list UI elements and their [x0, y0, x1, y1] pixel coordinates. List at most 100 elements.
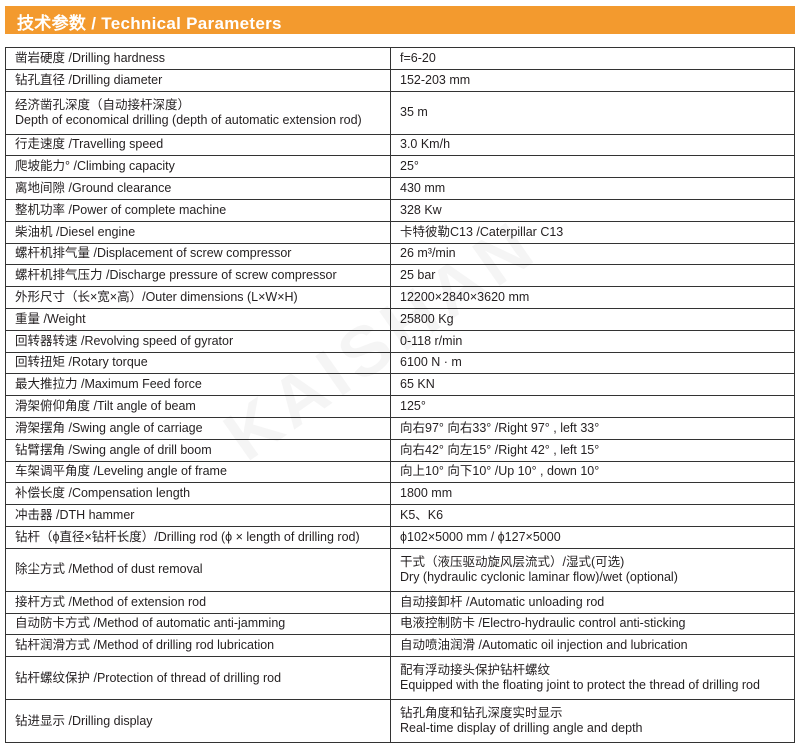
- parameter-name-text: 整机功率 /Power of complete machine: [15, 202, 227, 217]
- parameter-value: 35 m: [390, 90, 795, 135]
- table-row: 回转器转速 /Revolving speed of gyrator 0-118 r…: [5, 329, 795, 353]
- parameter-name: 经济凿孔深度（自动接杆深度） Depth of economical drilli…: [5, 90, 391, 135]
- parameter-name: 螺杆机排气量 /Displacement of screw compressor: [5, 242, 391, 266]
- parameter-name: 自动防卡方式 /Method of automatic anti-jamming: [5, 612, 391, 636]
- table-row: 钻杆螺纹保护 /Protection of thread of drilling…: [5, 656, 795, 701]
- table-row: 回转扭矩 /Rotary torque 6100 N · m: [5, 351, 795, 375]
- table-row: 滑架俯仰角度 /Tilt angle of beam 125°: [5, 395, 795, 418]
- parameter-value: 配有浮动接头保护钻杆螺纹 Equipped with the floating j…: [390, 656, 795, 701]
- parameter-name: 柴油机 /Diesel engine: [5, 220, 391, 244]
- parameter-name: 滑架俯仰角度 /Tilt angle of beam: [5, 395, 391, 418]
- parameter-value: f=6-20: [390, 47, 795, 70]
- parameter-name: 整机功率 /Power of complete machine: [5, 198, 391, 222]
- parameter-name: 凿岩硬度 /Drilling hardness: [5, 47, 391, 70]
- section-header: 技术参数 / Technical Parameters: [5, 6, 795, 34]
- parameter-name-text: 螺杆机排气量 /Displacement of screw compressor: [15, 246, 292, 261]
- parameter-value: ϕ102×5000 mm / ϕ127×5000: [390, 525, 795, 549]
- parameter-value: 25 bar: [390, 264, 795, 288]
- parameter-value-text: 12200×2840×3620 mm: [400, 290, 530, 305]
- parameter-name: 除尘方式 /Method of dust removal: [5, 547, 391, 592]
- parameter-value: 电液控制防卡 /Electro-hydraulic control anti-s…: [390, 612, 795, 636]
- table-row: 凿岩硬度 /Drilling hardness f=6-20: [5, 47, 795, 70]
- table-row: 整机功率 /Power of complete machine 328 Kw: [5, 198, 795, 222]
- table-row: 经济凿孔深度（自动接杆深度） Depth of economical drilli…: [5, 90, 795, 135]
- parameter-name-text: 行走速度 /Travelling speed: [15, 137, 164, 152]
- table-row: 钻臂摆角 /Swing angle of drill boom 向右42° 向左1…: [5, 438, 795, 462]
- table-row: 钻杆（ϕ直径×钻杆长度）/Drilling rod (ϕ × length of…: [5, 525, 795, 549]
- parameter-value: 25°: [390, 155, 795, 179]
- parameter-value-text: 3.0 Km/h: [400, 137, 451, 152]
- parameter-value: 125°: [390, 395, 795, 418]
- table-row: 钻进显示 /Drilling display 钻孔角度和钻孔深度实时显示 Real-…: [5, 699, 795, 744]
- parameter-name: 钻杆（ϕ直径×钻杆长度）/Drilling rod (ϕ × length of…: [5, 525, 391, 549]
- parameter-name-text: 爬坡能力° /Climbing capacity: [15, 159, 175, 174]
- table-row: 外形尺寸（长×宽×高）/Outer dimensions (L×W×H) 1220…: [5, 286, 795, 309]
- table-row: 补偿长度 /Compensation length 1800 mm: [5, 482, 795, 506]
- table-row: 滑架摆角 /Swing angle of carriage 向右97° 向右33°…: [5, 416, 795, 440]
- parameter-name: 行走速度 /Travelling speed: [5, 133, 391, 157]
- parameter-value: 12200×2840×3620 mm: [390, 286, 795, 309]
- parameter-name-text: 车架调平角度 /Leveling angle of frame: [15, 464, 227, 479]
- parameter-value: 向右42° 向左15° /Right 42° , left 15°: [390, 438, 795, 462]
- parameters-table: 凿岩硬度 /Drilling hardness f=6-20 钻孔直径 /Drill…: [5, 47, 795, 744]
- parameter-value-text: 电液控制防卡 /Electro-hydraulic control anti-s…: [400, 616, 686, 631]
- parameter-name-text: 柴油机 /Diesel engine: [15, 224, 136, 239]
- parameter-name-text: 冲击器 /DTH hammer: [15, 508, 135, 523]
- table-row: 行走速度 /Travelling speed 3.0 Km/h: [5, 133, 795, 157]
- parameter-name: 钻杆润滑方式 /Method of drilling rod lubricati…: [5, 634, 391, 658]
- parameter-name-text: 自动防卡方式 /Method of automatic anti-jamming: [15, 616, 286, 631]
- parameter-value-text-en: Dry (hydraulic cyclonic laminar flow)/we…: [400, 569, 678, 584]
- parameter-name-text: 回转扭矩 /Rotary torque: [15, 355, 148, 370]
- parameter-name: 钻孔直径 /Drilling diameter: [5, 68, 391, 92]
- parameter-name-text: 除尘方式 /Method of dust removal: [15, 562, 203, 577]
- parameter-value: 152-203 mm: [390, 68, 795, 92]
- parameter-value-text: 35 m: [400, 105, 428, 120]
- parameter-name-text: 钻杆螺纹保护 /Protection of thread of drilling…: [15, 670, 282, 685]
- parameter-name: 补偿长度 /Compensation length: [5, 482, 391, 506]
- parameter-value: 0-118 r/min: [390, 329, 795, 353]
- parameter-value-text: 26 m³/min: [400, 246, 456, 261]
- parameter-name-text: 外形尺寸（长×宽×高）/Outer dimensions (L×W×H): [15, 290, 298, 305]
- parameter-name-text: 螺杆机排气压力 /Discharge pressure of screw com…: [15, 268, 337, 283]
- parameter-name-text: 滑架摆角 /Swing angle of carriage: [15, 420, 203, 435]
- parameter-name: 爬坡能力° /Climbing capacity: [5, 155, 391, 179]
- parameter-name-text: 滑架俯仰角度 /Tilt angle of beam: [15, 399, 196, 414]
- parameter-name: 最大推拉力 /Maximum Feed force: [5, 373, 391, 397]
- parameter-value-text: ϕ102×5000 mm / ϕ127×5000: [400, 529, 561, 544]
- parameter-value: 430 mm: [390, 177, 795, 200]
- parameter-name: 冲击器 /DTH hammer: [5, 504, 391, 527]
- parameter-name: 重量 /Weight: [5, 307, 391, 331]
- parameter-value-text: 向上10° 向下10° /Up 10° , down 10°: [400, 464, 600, 479]
- parameter-name-text: 回转器转速 /Revolving speed of gyrator: [15, 333, 234, 348]
- table-row: 钻孔直径 /Drilling diameter 152-203 mm: [5, 68, 795, 92]
- table-row: 螺杆机排气压力 /Discharge pressure of screw com…: [5, 264, 795, 288]
- parameter-value: 自动接卸杆 /Automatic unloading rod: [390, 590, 795, 614]
- parameter-value-text: 1800 mm: [400, 486, 453, 501]
- parameter-value-text: 向右97° 向右33° /Right 97° , left 33°: [400, 420, 600, 435]
- parameter-value-text: K5、K6: [400, 508, 444, 523]
- parameter-value-text: f=6-20: [400, 50, 436, 65]
- parameter-value: 卡特彼勒C13 /Caterpillar C13: [390, 220, 795, 244]
- parameter-name-text-en: Depth of economical drilling (depth of a…: [15, 112, 362, 127]
- parameter-value-text: 125°: [400, 399, 426, 414]
- parameter-name-text: 重量 /Weight: [15, 311, 86, 326]
- parameter-name: 螺杆机排气压力 /Discharge pressure of screw com…: [5, 264, 391, 288]
- parameter-value: K5、K6: [390, 504, 795, 527]
- parameter-name-text: 离地间隙 /Ground clearance: [15, 181, 172, 196]
- parameter-value-text: 25800 Kg: [400, 311, 454, 326]
- table-row: 离地间隙 /Ground clearance 430 mm: [5, 177, 795, 200]
- parameter-value-text: 65 KN: [400, 377, 435, 392]
- table-row: 重量 /Weight 25800 Kg: [5, 307, 795, 331]
- parameter-value-text: 自动接卸杆 /Automatic unloading rod: [400, 594, 605, 609]
- table-row: 自动防卡方式 /Method of automatic anti-jamming…: [5, 612, 795, 636]
- parameter-value-text: 152-203 mm: [400, 72, 471, 87]
- parameter-value: 65 KN: [390, 373, 795, 397]
- parameter-name-text: 钻杆润滑方式 /Method of drilling rod lubricati…: [15, 638, 275, 653]
- parameter-name-text: 钻进显示 /Drilling display: [15, 713, 153, 728]
- table-row: 接杆方式 /Method of extension rod 自动接卸杆 /Auto…: [5, 590, 795, 614]
- parameter-value: 26 m³/min: [390, 242, 795, 266]
- table-row: 最大推拉力 /Maximum Feed force 65 KN: [5, 373, 795, 397]
- parameter-name-text: 经济凿孔深度（自动接杆深度）: [15, 97, 191, 112]
- parameter-value-text-en: Real-time display of drilling angle and …: [400, 721, 643, 736]
- parameter-name-text: 补偿长度 /Compensation length: [15, 486, 191, 501]
